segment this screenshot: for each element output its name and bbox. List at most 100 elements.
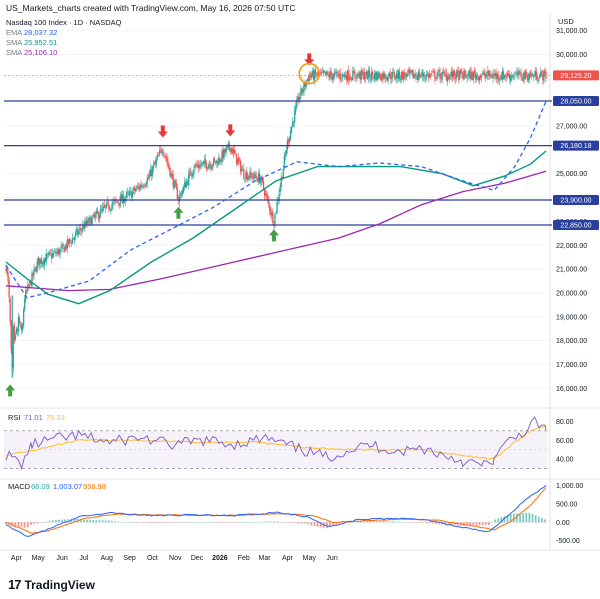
candle-body — [65, 244, 67, 249]
candle-body — [369, 78, 372, 79]
candle-body — [522, 72, 524, 81]
current-price-badge — [553, 70, 599, 81]
price-tick-label: 19,000.00 — [556, 314, 587, 321]
macd-histogram-bar — [375, 521, 378, 523]
candle-body — [200, 164, 202, 166]
macd-histogram-bar — [229, 522, 232, 523]
candle-body — [19, 323, 22, 324]
candle-body — [355, 77, 357, 80]
candle-body — [386, 77, 388, 80]
candle-body — [215, 161, 217, 164]
candle-body — [96, 210, 99, 213]
macd-histogram-bar — [248, 522, 250, 523]
candle-body — [133, 187, 135, 191]
candle-body — [64, 245, 66, 251]
macd-histogram-bar — [422, 522, 425, 523]
candle-body — [195, 164, 197, 166]
candle-body — [239, 160, 241, 162]
macd-histogram-bar — [285, 522, 288, 523]
candle-body — [442, 71, 444, 73]
candle-body — [349, 78, 351, 81]
candle-body — [439, 73, 441, 80]
candle-body — [448, 74, 451, 80]
macd-histogram-bar — [235, 522, 238, 523]
candle-body — [457, 71, 459, 72]
candle-body — [313, 70, 316, 81]
macd-histogram-bar — [135, 522, 138, 523]
candle-body — [361, 70, 363, 75]
candle-body — [436, 75, 438, 78]
arrow-down-icon — [304, 53, 315, 66]
macd-signal-value: 936.98 — [83, 482, 106, 491]
candle-body — [460, 69, 462, 72]
candle-body — [142, 186, 144, 188]
candle-body — [117, 202, 119, 203]
candle-body — [225, 148, 227, 153]
candle-body — [411, 70, 413, 73]
price-tick-label: 22,000.00 — [556, 243, 587, 250]
macd-histogram-bar — [291, 522, 294, 523]
candle-body — [299, 96, 301, 100]
candle-body — [499, 77, 501, 79]
candle-body — [406, 73, 408, 77]
candle-body — [258, 173, 261, 183]
candle-body — [384, 73, 386, 79]
candle-body — [171, 173, 173, 176]
macd-histogram-bar — [537, 516, 540, 523]
candle-body — [77, 229, 79, 235]
macd-histogram-bar — [157, 522, 160, 523]
candle-body — [53, 252, 55, 255]
candle-body — [504, 75, 507, 77]
candle-body — [94, 214, 96, 218]
ema-line — [5, 101, 547, 299]
candle-body — [101, 207, 104, 211]
candle-body — [231, 148, 234, 154]
candle-body — [447, 77, 450, 80]
candle-body — [451, 71, 454, 78]
macd-histogram-bar — [170, 522, 173, 523]
candle-body — [259, 179, 262, 184]
macd-histogram-bar — [329, 522, 331, 528]
candle-body — [334, 72, 336, 73]
candle-body — [178, 195, 181, 203]
macd-histogram-bar — [223, 522, 225, 523]
candle-body — [48, 252, 51, 253]
candle-body — [127, 193, 130, 195]
candle-body — [445, 73, 447, 80]
candle-body — [434, 71, 436, 79]
candle-body — [112, 201, 114, 206]
candle-body — [390, 77, 392, 80]
macd-histogram-bar — [238, 522, 241, 523]
candle-body — [137, 186, 139, 188]
macd-tick-label: 500.00 — [556, 501, 578, 508]
candle-body — [468, 71, 470, 74]
candle-body — [393, 72, 396, 78]
candle-body — [198, 165, 200, 169]
price-tick-label: 18,000.00 — [556, 338, 587, 345]
candle-body — [108, 203, 110, 210]
candle-body — [141, 185, 143, 188]
candle-body — [345, 75, 348, 81]
candle-body — [193, 169, 195, 174]
macd-histogram-bar — [544, 519, 546, 523]
candle-body — [298, 96, 300, 101]
candle-body — [18, 317, 21, 324]
candle-body — [455, 76, 457, 79]
candle-body — [282, 168, 284, 178]
candle-body — [286, 140, 289, 150]
candle-body — [166, 158, 168, 162]
candle-body — [16, 328, 19, 332]
tradingview-brand[interactable]: 17 TradingView — [8, 577, 95, 592]
candle-body — [55, 252, 57, 254]
macd-histogram-bar — [438, 522, 440, 525]
candle-body — [421, 72, 424, 77]
candle-body — [476, 75, 479, 77]
candle-body — [140, 184, 142, 187]
macd-histogram-bar — [366, 520, 369, 523]
candle-body — [230, 148, 232, 152]
candle-body — [152, 164, 155, 169]
candle-body — [79, 228, 81, 230]
candle-body — [213, 158, 215, 165]
macd-tick-label: -500.00 — [556, 538, 580, 545]
candle-body — [410, 70, 412, 73]
